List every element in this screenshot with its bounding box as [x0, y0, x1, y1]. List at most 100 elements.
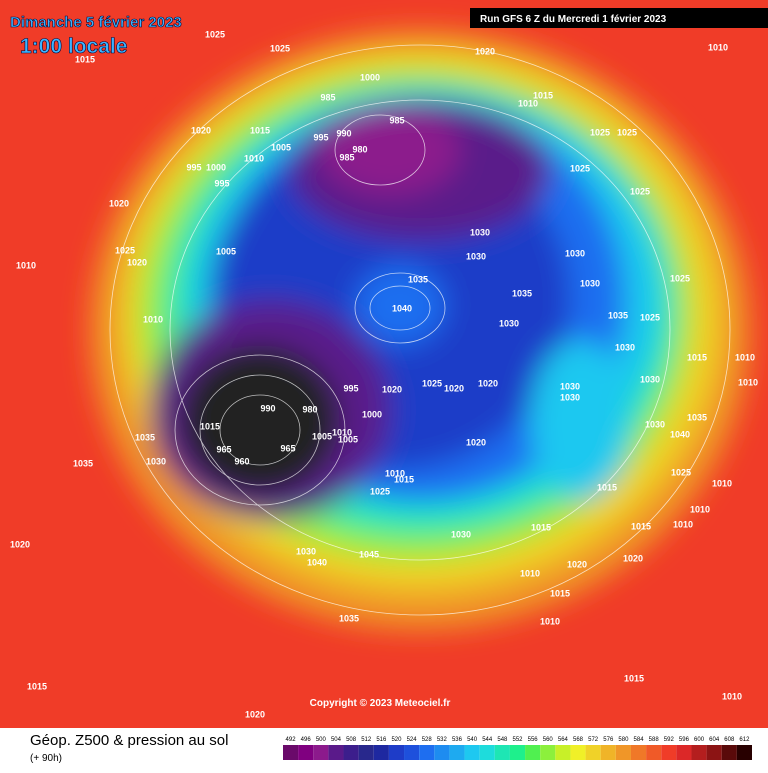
isobar-label: 980	[302, 404, 317, 414]
isobar-label: 1020	[382, 384, 402, 394]
isobar-label: 1030	[580, 278, 600, 288]
level-label: 540	[467, 737, 478, 743]
isobar-label: 985	[339, 152, 354, 162]
isobar-label: 1040	[670, 429, 690, 439]
isobar-label: 1015	[533, 90, 553, 100]
level-label: 520	[391, 737, 402, 743]
legend-subtitle: (+ 90h)	[30, 753, 62, 764]
level-label: 560	[543, 737, 554, 743]
color-swatch	[419, 745, 435, 760]
color-swatch	[313, 745, 329, 760]
run-label: Run GFS 6 Z du Mercredi 1 février 2023	[480, 14, 667, 25]
isobar-label: 1035	[135, 432, 155, 442]
level-label: 572	[588, 737, 599, 743]
color-swatch	[540, 745, 556, 760]
isobar-label: 1035	[339, 613, 359, 623]
color-swatch	[373, 745, 389, 760]
level-label: 588	[649, 737, 660, 743]
isobar-label: 1035	[408, 274, 428, 284]
isobar-label: 1015	[624, 673, 644, 683]
isobar-label: 1025	[640, 312, 660, 322]
color-swatch	[615, 745, 631, 760]
time-label: 1:00 locale	[20, 35, 127, 58]
isobar-label: 1015	[394, 474, 414, 484]
color-scale: 492 496 500 504 508 512 516 520 524 528 532 536 540 5…	[283, 737, 752, 760]
level-label: 600	[694, 737, 705, 743]
isobar-label: 1015	[75, 54, 95, 64]
isobar-label: 990	[336, 128, 351, 138]
isobar-label: 1035	[608, 310, 628, 320]
level-label: 524	[407, 737, 418, 743]
color-swatch	[555, 745, 571, 760]
isobar-label: 1010	[143, 314, 163, 324]
isobar-label: 1035	[73, 458, 93, 468]
isobar-label: 1015	[631, 521, 651, 531]
isobar-label: 985	[389, 115, 404, 125]
level-label: 500	[316, 737, 327, 743]
color-swatch	[449, 745, 465, 760]
level-label: 592	[664, 737, 675, 743]
isobar-label: 1030	[640, 374, 660, 384]
isobar-label: 1020	[444, 383, 464, 393]
isobar-label: 1010	[712, 478, 732, 488]
isobar-label: 1020	[475, 46, 495, 56]
color-swatch	[298, 745, 314, 760]
isobar-label: 1025	[115, 245, 135, 255]
isobar-label: 1015	[250, 125, 270, 135]
color-swatch	[721, 745, 737, 760]
isobar-label: 1020	[10, 539, 30, 549]
level-label: 508	[346, 737, 357, 743]
isobar-label: 960	[234, 456, 249, 466]
isobar-label: 1020	[567, 559, 587, 569]
isobar-label: 1010	[708, 42, 728, 52]
isobar-label: 1020	[109, 198, 129, 208]
isobar-label: 1015	[27, 681, 47, 691]
isobar-label: 1030	[146, 456, 166, 466]
isobar-label: 1030	[615, 342, 635, 352]
isobar-label: 1030	[470, 227, 490, 237]
isobar-label: 995	[343, 383, 358, 393]
level-label: 548	[497, 737, 508, 743]
isobar-label: 1005	[271, 142, 291, 152]
color-swatch	[585, 745, 601, 760]
isobar-label: 995	[214, 178, 229, 188]
run-box	[470, 8, 768, 28]
color-swatch	[358, 745, 374, 760]
isobar-label: 1025	[671, 467, 691, 477]
isobar-label: 1015	[200, 421, 220, 431]
level-label: 496	[301, 737, 312, 743]
color-swatch	[691, 745, 707, 760]
isobar-label: 1010	[738, 377, 758, 387]
isobar-label: 1030	[645, 419, 665, 429]
isobar-label: 1045	[359, 549, 379, 559]
isobar-label: 1020	[127, 257, 147, 267]
isobar-label: 1015	[597, 482, 617, 492]
level-label: 556	[528, 737, 539, 743]
color-swatch	[525, 745, 541, 760]
isobar-label: 1010	[244, 153, 264, 163]
isobar-label: 1025	[617, 127, 637, 137]
color-swatch	[509, 745, 526, 760]
level-label: 564	[558, 737, 569, 743]
isobar-label: 1010	[520, 568, 540, 578]
color-swatch	[570, 745, 586, 760]
level-label: 604	[709, 737, 720, 743]
isobar-label: 1010	[673, 519, 693, 529]
color-swatch	[630, 745, 647, 760]
isobar-label: 1010	[722, 691, 742, 701]
level-label: 536	[452, 737, 463, 743]
level-label: 612	[739, 737, 750, 743]
color-swatch	[434, 745, 450, 760]
isobar-label: 1025	[670, 273, 690, 283]
level-label: 608	[724, 737, 735, 743]
isobar-label: 1005	[312, 431, 332, 441]
color-swatch	[464, 745, 480, 760]
color-swatch	[404, 745, 420, 760]
copyright: Copyright © 2023 Meteociel.fr	[310, 698, 451, 709]
isobar-label: 990	[260, 403, 275, 413]
color-swatch	[646, 745, 662, 760]
isobar-label: 1020	[466, 437, 486, 447]
isobar-label: 1010	[735, 352, 755, 362]
